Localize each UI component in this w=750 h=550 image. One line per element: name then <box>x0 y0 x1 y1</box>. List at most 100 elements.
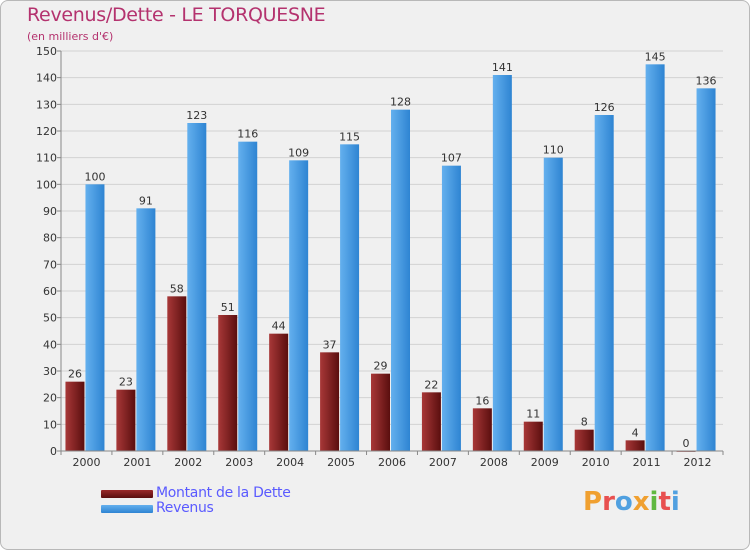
bar-revenus <box>594 115 614 451</box>
legend-swatch-dette <box>101 490 153 498</box>
bar-dette <box>472 408 492 451</box>
data-label: 58 <box>170 282 184 295</box>
data-label: 107 <box>441 152 462 165</box>
data-label: 136 <box>696 74 717 87</box>
bars <box>65 64 716 452</box>
bar-dette <box>218 315 238 451</box>
bar-revenus <box>289 160 309 452</box>
bar-dette <box>625 440 645 451</box>
bar-revenus <box>340 144 360 452</box>
bar-dette <box>269 333 289 451</box>
x-tick-label: 2009 <box>531 456 559 469</box>
y-tick-label: 150 <box>36 45 57 58</box>
y-tick-label: 60 <box>43 285 57 298</box>
logo-letter: i <box>649 487 659 517</box>
data-label: 44 <box>272 320 286 333</box>
y-tick-label: 90 <box>43 205 57 218</box>
data-label: 29 <box>374 360 388 373</box>
bar-dette <box>116 389 136 451</box>
y-axis: 0 10 20 30 40 50 60 70 80 90 100 110 120 130 140 150 <box>36 45 62 458</box>
data-label: 23 <box>119 376 133 389</box>
bar-revenus <box>492 75 512 451</box>
proxiti-logo: Proxiti <box>583 487 680 517</box>
bar-revenus <box>645 64 665 452</box>
x-axis: 2000 2001 2002 2003 2004 2005 2006 2007 2008 2009… <box>60 450 724 469</box>
bar-dette <box>371 373 390 451</box>
bar-revenus <box>187 123 207 451</box>
x-tick-label: 2000 <box>72 456 100 469</box>
data-label: 109 <box>288 146 309 159</box>
data-label: 4 <box>632 426 639 439</box>
data-label: 100 <box>84 170 105 183</box>
data-label: 11 <box>526 408 540 421</box>
data-label: 128 <box>390 96 411 109</box>
y-tick-label: 100 <box>36 178 57 191</box>
y-tick-label: 10 <box>43 418 57 431</box>
logo-letter: P <box>583 487 603 517</box>
data-label: 22 <box>424 378 438 391</box>
y-tick-label: 50 <box>43 312 57 325</box>
y-tick-label: 130 <box>36 98 57 111</box>
bar-revenus <box>543 157 563 451</box>
bar-dette <box>65 381 85 451</box>
y-tick-label: 140 <box>36 72 57 85</box>
data-label: 51 <box>221 301 235 314</box>
data-label: 116 <box>237 128 258 141</box>
y-tick-label: 70 <box>43 258 57 271</box>
chart-title: Revenus/Dette - LE TORQUESNE <box>27 4 326 26</box>
data-label: 115 <box>339 130 360 143</box>
data-label: 141 <box>492 61 513 74</box>
x-tick-label: 2008 <box>480 456 508 469</box>
bar-dette <box>523 421 543 451</box>
bar-dette <box>167 296 187 451</box>
x-tick-label: 2012 <box>684 456 712 469</box>
y-tick-label: 20 <box>43 392 57 405</box>
y-tick-label: 80 <box>43 232 57 245</box>
bar-revenus <box>441 165 461 451</box>
logo-letter: i <box>670 487 680 517</box>
data-label: 145 <box>645 50 666 63</box>
data-labels: 26 100 23 91 58 123 51 116 44 109 37 115 29 128 22 107 1… <box>68 50 717 450</box>
data-label: 37 <box>323 338 337 351</box>
data-label: 16 <box>475 394 489 407</box>
x-tick-label: 2006 <box>378 456 406 469</box>
bar-revenus <box>391 109 410 452</box>
bar-revenus <box>696 88 716 451</box>
data-label: 110 <box>543 144 564 157</box>
legend-label-dette: Montant de la Dette <box>156 485 291 501</box>
data-label: 126 <box>594 101 615 114</box>
data-label: 91 <box>139 194 153 207</box>
logo-letter: x <box>632 487 650 517</box>
bar-dette <box>574 429 594 451</box>
x-tick-label: 2004 <box>276 456 304 469</box>
data-label: 0 <box>683 437 690 450</box>
x-tick-label: 2003 <box>225 456 253 469</box>
legend-label-revenus: Revenus <box>156 500 214 516</box>
y-tick-label: 30 <box>43 365 57 378</box>
y-tick-label: 110 <box>36 152 57 165</box>
y-tick-label: 120 <box>36 125 57 138</box>
logo-letter: r <box>602 487 615 517</box>
bar-revenus <box>136 208 156 451</box>
bar-revenus <box>85 184 105 452</box>
x-tick-label: 2002 <box>174 456 202 469</box>
data-label: 123 <box>186 109 207 122</box>
chart-subtitle: (en milliers d'€) <box>27 30 114 43</box>
data-label: 26 <box>68 368 82 381</box>
logo-letter: t <box>658 487 671 517</box>
x-tick-label: 2011 <box>633 456 661 469</box>
x-tick-label: 2010 <box>582 456 610 469</box>
bar-revenus <box>238 141 258 451</box>
x-tick-label: 2007 <box>429 456 457 469</box>
x-tick-label: 2005 <box>327 456 355 469</box>
y-tick-label: 0 <box>50 445 57 458</box>
y-tick-label: 40 <box>43 338 57 351</box>
data-label: 8 <box>581 416 588 429</box>
bar-dette <box>320 352 340 451</box>
x-tick-label: 2001 <box>123 456 151 469</box>
legend-swatch-revenus <box>101 505 153 513</box>
bar-dette <box>421 392 441 451</box>
logo-letter: o <box>614 487 633 517</box>
